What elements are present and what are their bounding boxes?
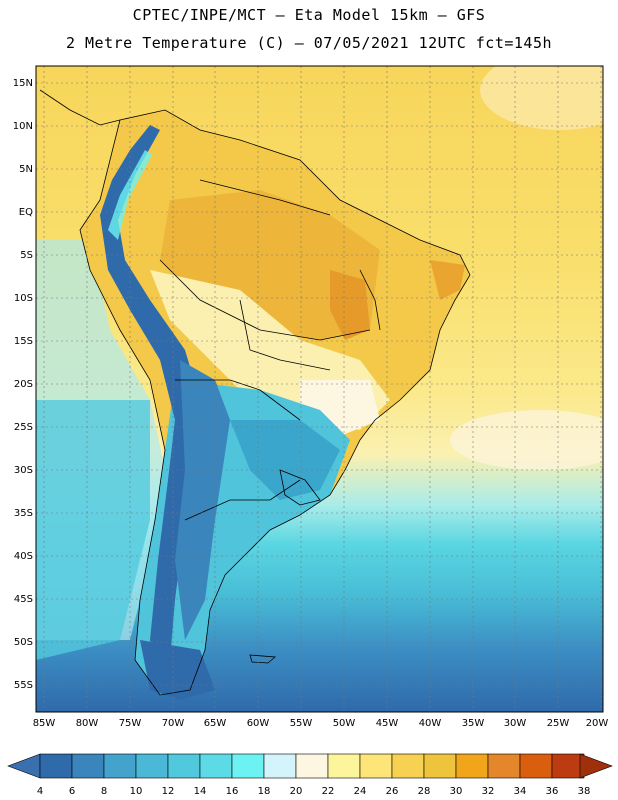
- colorbar-tick: 4: [37, 786, 43, 797]
- colorbar-tick: 28: [418, 786, 431, 797]
- latitude-axis: 15N 10N 5N EQ 5S 10S 15S 20S 25S 30S 35S…: [13, 78, 33, 691]
- lon-label: 30W: [504, 718, 527, 729]
- map-title-line2: 2 Metre Temperature (C) – 07/05/2021 12U…: [65, 34, 553, 52]
- lon-label: 20W: [586, 718, 609, 729]
- lat-label: 25S: [14, 422, 33, 433]
- lat-label: 10N: [13, 121, 33, 132]
- colorbar-left-arrow: [7, 753, 41, 779]
- lon-label: 60W: [247, 718, 270, 729]
- colorbar: 4 6 8 10 12 14 16 18 20 22 24 26 28 30 3…: [7, 753, 613, 797]
- lat-label: EQ: [19, 207, 33, 218]
- colorbar-cell: [135, 753, 169, 779]
- lon-label: 65W: [204, 718, 227, 729]
- lon-label: 85W: [33, 718, 56, 729]
- colorbar-right-arrow: [579, 753, 613, 779]
- lon-label: 35W: [462, 718, 485, 729]
- lat-label: 30S: [14, 465, 33, 476]
- colorbar-tick: 6: [69, 786, 75, 797]
- lat-label: 40S: [14, 551, 33, 562]
- colorbar-tick: 8: [101, 786, 107, 797]
- colorbar-tick: 32: [482, 786, 495, 797]
- colorbar-tick: 34: [514, 786, 527, 797]
- lat-label: 55S: [14, 680, 33, 691]
- colorbar-tick: 30: [450, 786, 463, 797]
- colorbar-tick: 18: [258, 786, 271, 797]
- lon-label: 75W: [119, 718, 142, 729]
- colorbar-tick: 36: [546, 786, 559, 797]
- colorbar-cell: [295, 753, 329, 779]
- colorbar-cell: [455, 753, 489, 779]
- colorbar-tick: 16: [226, 786, 239, 797]
- colorbar-cell: [263, 753, 297, 779]
- colorbar-cell: [359, 753, 393, 779]
- colorbar-tick: 38: [578, 786, 591, 797]
- colorbar-cell: [327, 753, 361, 779]
- colorbar-cell: [231, 753, 265, 779]
- colorbar-cell: [71, 753, 105, 779]
- colorbar-cell: [103, 753, 137, 779]
- colorbar-tick: 22: [322, 786, 335, 797]
- lat-label: 45S: [14, 594, 33, 605]
- map-plot-area: [36, 66, 603, 712]
- colorbar-cell: [519, 753, 553, 779]
- lat-label: 35S: [14, 508, 33, 519]
- lat-label: 10S: [14, 293, 33, 304]
- lat-label: 20S: [14, 379, 33, 390]
- colorbar-cell: [391, 753, 425, 779]
- colorbar-tick: 10: [130, 786, 143, 797]
- lon-label: 55W: [290, 718, 313, 729]
- colorbar-tick: 26: [386, 786, 399, 797]
- lon-label: 70W: [162, 718, 185, 729]
- lat-label: 15N: [13, 78, 33, 89]
- colorbar-cell: [39, 753, 73, 779]
- map-title-line1: CPTEC/INPE/MCT – Eta Model 15km – GFS: [132, 6, 486, 24]
- lon-label: 25W: [547, 718, 570, 729]
- lat-label: 5N: [19, 164, 33, 175]
- colorbar-tick: 12: [162, 786, 175, 797]
- lat-label: 5S: [20, 250, 33, 261]
- colorbar-cell: [199, 753, 233, 779]
- colorbar-cell: [487, 753, 521, 779]
- lat-label: 15S: [14, 336, 33, 347]
- colorbar-cell: [551, 753, 585, 779]
- lat-label: 50S: [14, 637, 33, 648]
- colorbar-cell: [167, 753, 201, 779]
- lon-label: 80W: [76, 718, 99, 729]
- colorbar-tick: 24: [354, 786, 367, 797]
- lon-label: 40W: [419, 718, 442, 729]
- colorbar-tick: 14: [194, 786, 207, 797]
- longitude-axis: 85W 80W 75W 70W 65W 60W 55W 50W 45W 40W …: [33, 718, 609, 729]
- lon-label: 50W: [333, 718, 356, 729]
- colorbar-tick: 20: [290, 786, 303, 797]
- colorbar-cell: [423, 753, 457, 779]
- lon-label: 45W: [376, 718, 399, 729]
